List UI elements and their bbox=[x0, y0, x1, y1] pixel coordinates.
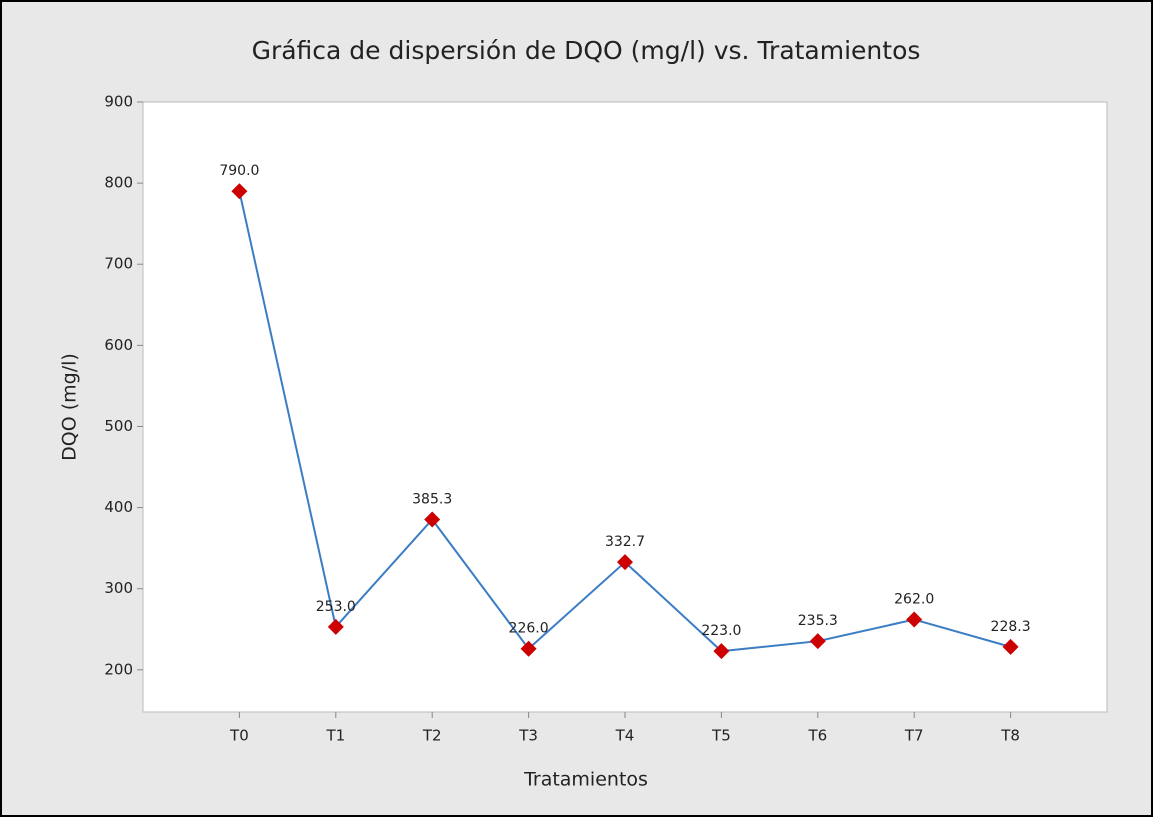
data-label: 790.0 bbox=[219, 163, 259, 179]
marker bbox=[231, 183, 248, 200]
marker bbox=[1002, 638, 1019, 655]
data-label: 235.3 bbox=[798, 613, 838, 629]
y-tick-label: 600 bbox=[104, 336, 133, 354]
data-label: 262.0 bbox=[894, 592, 934, 608]
x-tick-label: T3 bbox=[518, 727, 538, 745]
y-tick-label: 300 bbox=[104, 579, 133, 597]
y-axis-label: DQO (mg/l) bbox=[59, 353, 81, 461]
data-label: 226.0 bbox=[509, 621, 549, 637]
marker bbox=[713, 643, 730, 660]
marker bbox=[809, 633, 826, 650]
data-label: 223.0 bbox=[701, 623, 741, 639]
marker bbox=[906, 611, 923, 628]
x-tick-label: T0 bbox=[229, 727, 249, 745]
y-tick-label: 700 bbox=[104, 255, 133, 273]
chart-title: Gráfica de dispersión de DQO (mg/l) vs. … bbox=[252, 36, 921, 65]
x-tick-label: T2 bbox=[422, 727, 442, 745]
data-label: 228.3 bbox=[991, 619, 1031, 635]
data-label: 253.0 bbox=[316, 599, 356, 615]
y-tick-label: 900 bbox=[104, 93, 133, 111]
x-axis-label: Tratamientos bbox=[523, 769, 648, 791]
x-tick-label: T5 bbox=[711, 727, 731, 745]
x-tick-label: T6 bbox=[807, 727, 827, 745]
y-tick-label: 800 bbox=[104, 174, 133, 192]
y-tick-label: 400 bbox=[104, 498, 133, 516]
x-tick-label: T7 bbox=[904, 727, 924, 745]
y-tick-label: 500 bbox=[104, 417, 133, 435]
data-label: 332.7 bbox=[605, 534, 645, 550]
x-tick-label: T4 bbox=[615, 727, 635, 745]
y-tick-label: 200 bbox=[104, 660, 133, 678]
marker bbox=[424, 511, 441, 528]
x-tick-label: T1 bbox=[325, 727, 345, 745]
data-label: 385.3 bbox=[412, 492, 452, 508]
x-tick-label: T8 bbox=[1000, 727, 1020, 745]
marker bbox=[327, 618, 344, 635]
marker bbox=[520, 640, 537, 657]
marker bbox=[617, 554, 633, 571]
plot-area bbox=[142, 101, 1108, 713]
